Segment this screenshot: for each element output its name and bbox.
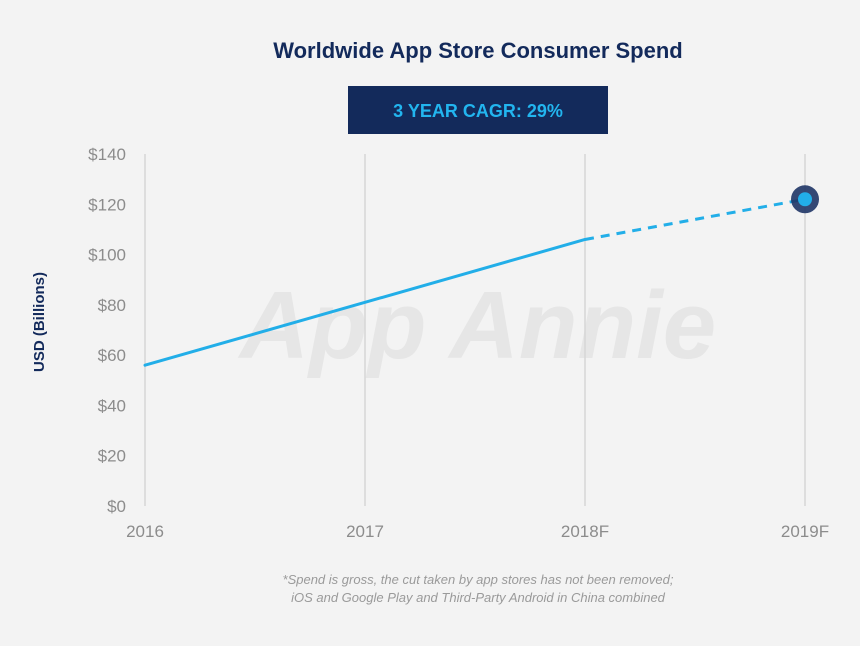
x-tick-label: 2016 (126, 522, 164, 541)
y-tick-label: $80 (98, 296, 126, 315)
watermark: App Annie (238, 272, 716, 379)
endpoint-marker-dot (798, 192, 812, 207)
y-tick-label: $140 (88, 145, 126, 164)
y-tick-label: $0 (107, 497, 126, 516)
cagr-badge (348, 86, 608, 134)
y-tick-label: $120 (88, 195, 126, 214)
y-axis-label: USD (Billions) (31, 272, 48, 372)
y-tick-label: $20 (98, 447, 126, 466)
series-line-forecast (584, 197, 806, 241)
series-layer (143, 185, 819, 367)
cagr-badge-label: 3 YEAR CAGR: 29% (393, 101, 563, 121)
y-tick-label: $100 (88, 246, 126, 265)
footnote-line-2: iOS and Google Play and Third-Party Andr… (291, 590, 666, 605)
y-tick-label: $40 (98, 396, 126, 415)
y-tick-label: $60 (98, 346, 126, 365)
x-tick-label: 2017 (346, 522, 384, 541)
y-axis-ticks: $0 $20 $40 $60 $80 $100 $120 $140 (88, 145, 126, 516)
chart-title: Worldwide App Store Consumer Spend (273, 38, 682, 63)
footnote-line-1: *Spend is gross, the cut taken by app st… (283, 572, 674, 587)
x-axis-ticks: 2016 2017 2018F 2019F (126, 522, 829, 541)
x-tick-label: 2019F (781, 522, 829, 541)
x-tick-label: 2018F (561, 522, 609, 541)
series-line-actual (143, 237, 587, 367)
